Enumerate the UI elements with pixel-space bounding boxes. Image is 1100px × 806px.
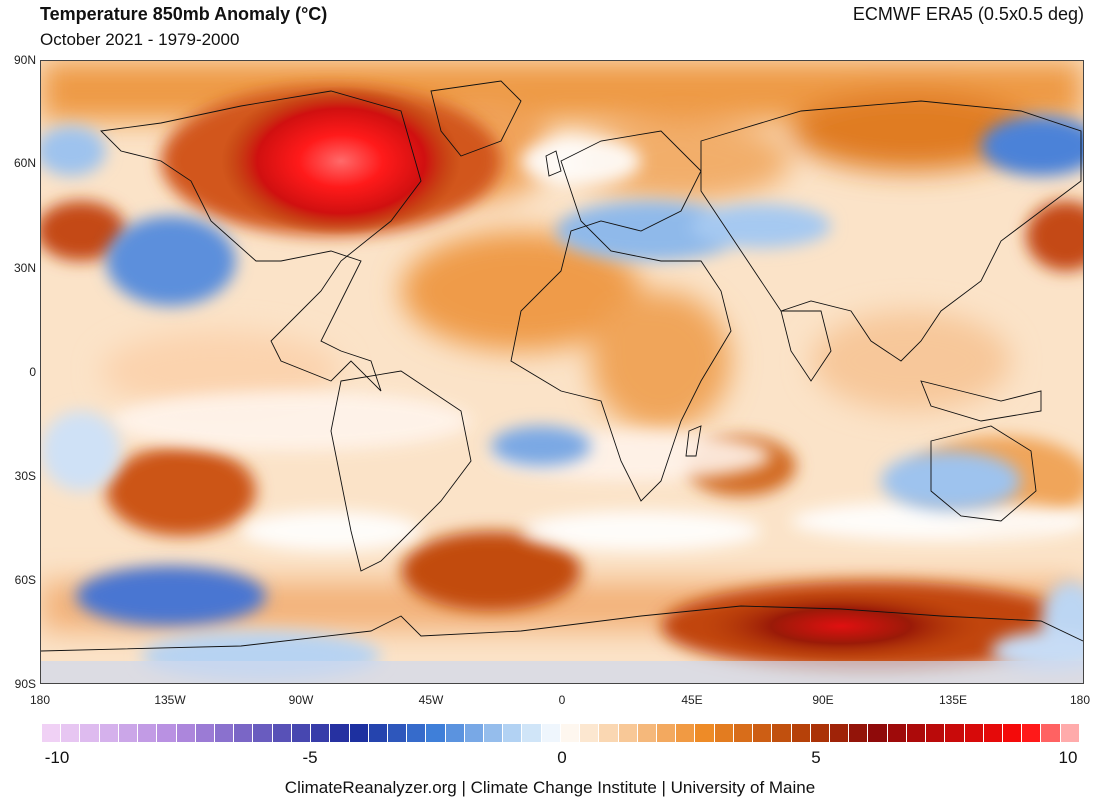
colorbar-cell: [772, 724, 792, 742]
colorbar-cell: [426, 724, 446, 742]
lon-label-45e: 45E: [681, 693, 703, 707]
colorbar-cell: [118, 724, 139, 742]
colorbar-cell: [676, 724, 696, 742]
colorbar-cell: [560, 724, 581, 742]
anomaly-map-svg: [41, 61, 1083, 683]
lat-label-30s: 30S: [14, 469, 36, 483]
colorbar-cell: [945, 724, 965, 742]
colorbar-cell: [272, 724, 292, 742]
colorbar-cell: [42, 724, 62, 742]
lat-label-60s: 60S: [14, 573, 36, 587]
lon-label-0: 0: [558, 693, 566, 707]
lon-label-45w: 45W: [418, 693, 444, 707]
lon-label-135e: 135E: [938, 693, 968, 707]
lat-label-eq: 0: [29, 365, 36, 379]
colorbar-cell: [983, 724, 1003, 742]
colorbar-cell: [214, 724, 235, 742]
colorbar-tick-10: 10: [1058, 748, 1078, 767]
coastlines: [41, 80, 1083, 652]
colorbar-cell: [253, 724, 273, 742]
colorbar-cell: [368, 724, 388, 742]
anomaly-map: [40, 60, 1084, 684]
colorbar-cell: [926, 724, 946, 742]
colorbar-cell: [599, 724, 619, 742]
lon-label-180w: 180: [29, 693, 51, 707]
colorbar-tick-minus10: -10: [44, 748, 70, 767]
footer-credit: ClimateReanalyzer.org | Climate Change I…: [284, 778, 816, 797]
colorbar-tick-5: 5: [811, 748, 821, 767]
colorbar-cell: [195, 724, 215, 742]
colorbar-cell: [829, 724, 850, 742]
colorbar-cell: [733, 724, 754, 742]
colorbar-cell: [464, 724, 485, 742]
lon-label-90w: 90W: [288, 693, 314, 707]
lat-label-30n: 30N: [13, 261, 36, 275]
colorbar-cell: [868, 724, 888, 742]
colorbar-cell: [330, 724, 350, 742]
colorbar-cell: [157, 724, 177, 742]
colorbar-cell: [445, 724, 465, 742]
colorbar-cell: [887, 724, 907, 742]
colorbar-cell: [1041, 724, 1061, 742]
colorbar-cell: [791, 724, 811, 742]
colorbar-cell: [714, 724, 734, 742]
colorbar-cell: [176, 724, 196, 742]
map-subtitle: October 2021 - 1979-2000: [40, 30, 240, 49]
colorbar-cell: [291, 724, 312, 742]
colorbar-cell: [349, 724, 369, 742]
colorbar-cell: [80, 724, 100, 742]
colorbar-cell: [753, 724, 773, 742]
lon-label-90e: 90E: [812, 693, 834, 707]
colorbar-cell: [810, 724, 830, 742]
colorbar-cell: [387, 724, 408, 742]
colorbar-cell: [657, 724, 677, 742]
colorbar-cell: [695, 724, 715, 742]
colorbar-cell: [234, 724, 254, 742]
colorbar-cell: [99, 724, 119, 742]
colorbar-cell: [541, 724, 561, 742]
map-title: Temperature 850mb Anomaly (°C): [40, 4, 328, 24]
colorbar-cell: [61, 724, 81, 742]
colorbar-tick-minus5: -5: [302, 748, 318, 767]
colorbar-cell: [1002, 724, 1023, 742]
colorbar-cell: [849, 724, 869, 742]
data-source: ECMWF ERA5 (0.5x0.5 deg): [852, 4, 1084, 24]
lon-label-135w: 135W: [154, 693, 186, 707]
lat-label-90n: 90N: [13, 53, 36, 67]
colorbar-cell: [311, 724, 331, 742]
colorbar-cell: [522, 724, 542, 742]
colorbar-cell: [484, 724, 504, 742]
colorbar-cell: [138, 724, 158, 742]
colorbar-cell: [1022, 724, 1042, 742]
colorbar-cell: [580, 724, 600, 742]
lon-label-180e: 180: [1069, 693, 1091, 707]
lat-label-90s: 90S: [14, 677, 36, 691]
colorbar-cell: [1060, 724, 1080, 742]
colorbar: [42, 724, 1080, 742]
colorbar-cell: [503, 724, 523, 742]
colorbar-cell: [407, 724, 427, 742]
colorbar-cell: [637, 724, 657, 742]
lat-label-60n: 60N: [13, 156, 36, 170]
colorbar-tick-0: 0: [557, 748, 567, 767]
colorbar-cell: [964, 724, 984, 742]
colorbar-cell: [906, 724, 927, 742]
colorbar-cell: [618, 724, 638, 742]
